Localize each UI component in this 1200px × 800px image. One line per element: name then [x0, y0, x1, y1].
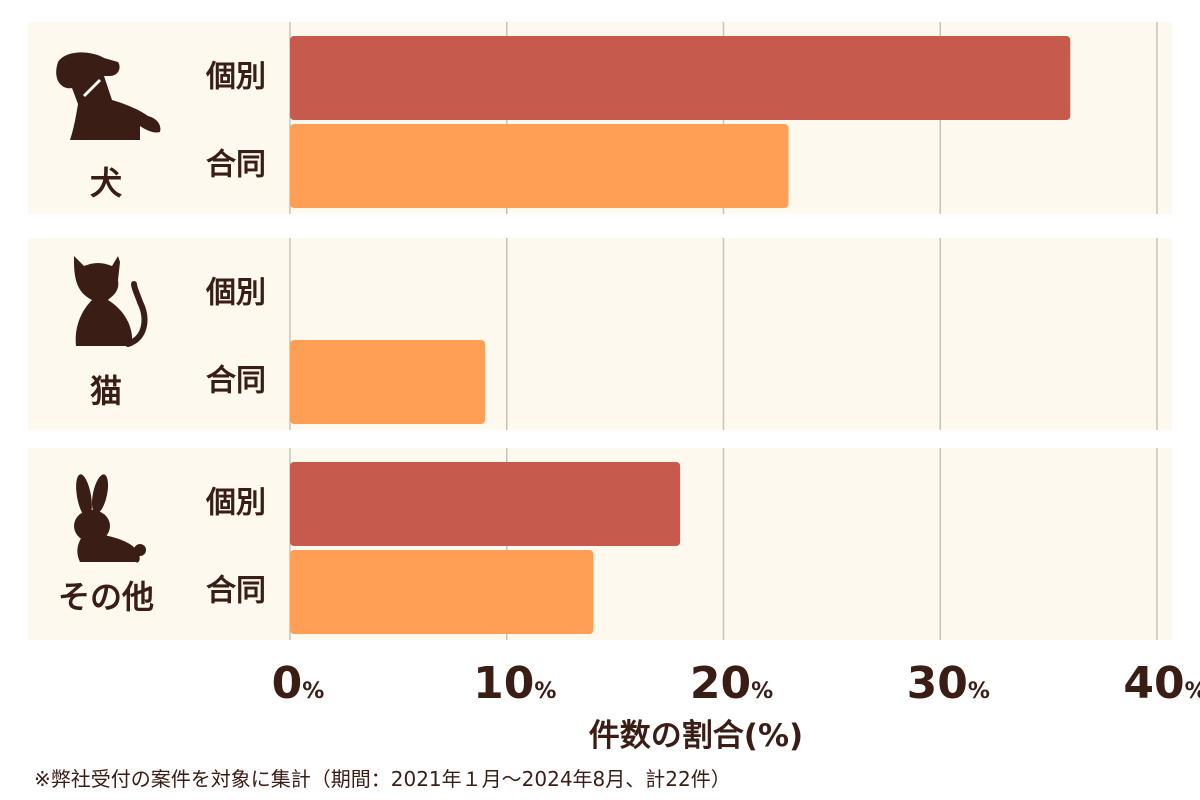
bar-2-1	[290, 550, 594, 634]
bar-type-label: 合同	[206, 574, 266, 609]
bar-2-0	[290, 462, 681, 546]
bar-type-label: 合同	[206, 364, 266, 399]
bar-type-label: 合同	[206, 148, 266, 183]
x-tick-label: 10%	[473, 658, 556, 709]
x-tick-label: 0%	[272, 658, 325, 709]
rabbit-icon	[74, 474, 146, 563]
x-tick-label: 20%	[690, 658, 773, 709]
x-tick-label: 40%	[1123, 658, 1200, 709]
bar-0-1	[290, 124, 789, 208]
bar-type-label: 個別	[205, 486, 266, 521]
x-tick-label: 30%	[907, 658, 990, 709]
group-label-cat: 猫	[90, 372, 122, 410]
cat-icon	[74, 256, 148, 347]
bar-0-0	[290, 36, 1071, 120]
bar-type-label: 個別	[205, 60, 266, 95]
group-band-1	[28, 238, 1172, 430]
bar-type-label: 個別	[205, 276, 266, 311]
x-axis-label: 件数の割合(%)	[589, 718, 803, 754]
group-label-dog: 犬	[90, 164, 122, 202]
bar-1-1	[290, 340, 486, 424]
footnote: ※弊社受付の案件を対象に集計（期間：2021年１月〜2024年8月、計22件）	[34, 767, 731, 791]
dog-icon	[56, 52, 161, 140]
group-label-other: その他	[58, 578, 154, 616]
